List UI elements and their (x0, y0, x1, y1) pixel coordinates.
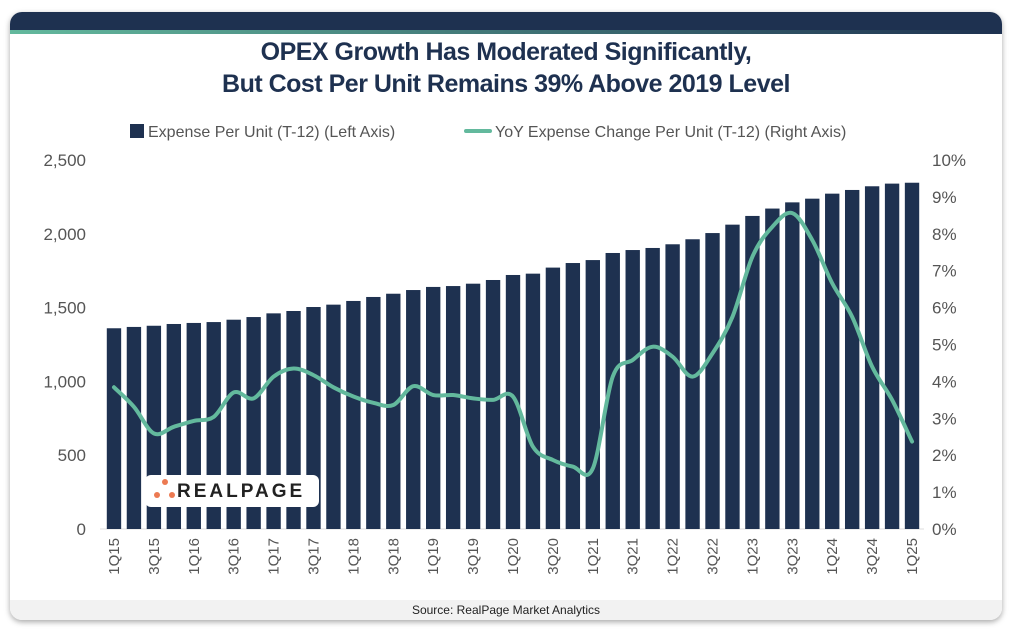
x-axis-tick: 1Q16 (186, 538, 203, 575)
bar-4Q17 (326, 304, 341, 529)
left-axis-tick: 1,000 (43, 372, 86, 391)
bar-3Q19 (465, 283, 481, 529)
logo-dot (154, 492, 160, 498)
x-axis-tick: 3Q24 (864, 538, 881, 575)
bar-2Q23 (765, 208, 780, 529)
title-line-2: But Cost Per Unit Remains 39% Above 2019… (222, 70, 790, 98)
left-axis-tick: 500 (58, 446, 86, 465)
logo-dot (162, 479, 168, 485)
bar-4Q24 (884, 183, 900, 529)
right-axis-tick: 9% (932, 188, 957, 207)
right-axis-tick: 1% (932, 483, 957, 502)
left-axis-tick: 0 (77, 520, 86, 539)
title-line-1: OPEX Growth Has Moderated Significantly, (260, 38, 752, 66)
left-axis-tick: 2,500 (43, 151, 86, 170)
x-axis-tick: 3Q19 (465, 538, 482, 575)
bar-2Q17 (286, 310, 301, 529)
bar-1Q25 (904, 182, 920, 529)
bar-3Q21 (625, 250, 640, 529)
right-axis-tick: 2% (932, 446, 957, 465)
right-axis-tick: 4% (932, 372, 957, 391)
bar-3Q24 (864, 186, 880, 529)
x-axis-tick: 1Q22 (665, 538, 682, 575)
bar-1Q22 (665, 244, 680, 529)
right-axis-tick: 10% (932, 151, 966, 170)
x-axis-tick: 3Q21 (625, 538, 642, 575)
bar-4Q19 (485, 279, 501, 529)
logo-text: REALPAGE (177, 481, 306, 502)
legend-swatch-bars (130, 124, 144, 138)
x-axis-tick: 3Q22 (705, 538, 722, 575)
bar-4Q18 (406, 290, 421, 529)
bar-3Q18 (386, 293, 401, 529)
right-axis-tick: 8% (932, 225, 957, 244)
bar-2Q22 (685, 239, 700, 529)
header-bar (10, 12, 1002, 30)
x-axis-tick: 3Q20 (545, 538, 562, 575)
x-axis-tick: 1Q19 (425, 538, 442, 575)
bar-2Q15 (126, 326, 142, 529)
x-axis-tick: 3Q23 (784, 538, 801, 575)
logo-dot (169, 492, 175, 498)
x-axis-tick: 1Q20 (505, 538, 522, 575)
x-axis-tick: 3Q17 (305, 538, 322, 575)
bar-3Q17 (306, 307, 321, 529)
x-axis-tick: 1Q17 (266, 538, 283, 575)
bar-2Q20 (525, 273, 541, 529)
left-axis-tick: 2,000 (43, 225, 86, 244)
x-axis-tick: 1Q24 (824, 538, 841, 575)
x-axis-tick: 3Q18 (385, 538, 402, 575)
right-axis-tick: 0% (932, 520, 957, 539)
bar-1Q21 (585, 260, 600, 529)
x-axis-tick: 1Q21 (585, 538, 602, 575)
x-axis-tick: 1Q25 (904, 538, 921, 575)
bar-3Q20 (545, 267, 561, 529)
legend-label-line: YoY Expense Change Per Unit (T-12) (Righ… (495, 124, 846, 141)
right-axis-tick: 7% (932, 262, 957, 281)
x-axis-tick: 1Q18 (345, 538, 362, 575)
bar-2Q24 (844, 189, 860, 529)
bar-1Q19 (426, 286, 441, 529)
bar-4Q20 (565, 263, 581, 529)
bar-2Q21 (605, 252, 620, 529)
bar-4Q21 (645, 247, 660, 529)
right-axis-tick: 3% (932, 409, 957, 428)
bar-1Q20 (505, 274, 521, 529)
bar-1Q15 (106, 328, 122, 529)
realpage-logo: REALPAGE (145, 475, 319, 507)
header-accent-line (10, 30, 1002, 34)
right-axis-tick: 5% (932, 336, 957, 355)
bar-4Q22 (725, 224, 740, 529)
legend: Expense Per Unit (T-12) (Left Axis) YoY … (130, 124, 846, 141)
bar-3Q23 (785, 202, 800, 529)
yoy-change-line (111, 210, 915, 477)
bar-2Q19 (445, 286, 461, 529)
bar-1Q24 (825, 193, 840, 529)
chart-title: OPEX Growth Has Moderated Significantly,… (10, 36, 1002, 100)
x-axis-tick: 1Q23 (744, 538, 761, 575)
bar-4Q23 (805, 198, 820, 529)
bar-1Q23 (745, 215, 760, 529)
x-axis-tick: 3Q15 (146, 538, 163, 575)
x-axis-tick: 1Q15 (106, 538, 123, 575)
bar-1Q18 (346, 300, 361, 529)
bar-3Q22 (705, 233, 720, 529)
right-axis-tick: 6% (932, 299, 957, 318)
legend-label-bars: Expense Per Unit (T-12) (Left Axis) (148, 124, 395, 141)
left-axis-tick: 1,500 (43, 299, 86, 318)
source-note: Source: RealPage Market Analytics (10, 600, 1002, 620)
x-axis-tick: 3Q16 (226, 538, 243, 575)
bar-2Q18 (366, 296, 381, 529)
